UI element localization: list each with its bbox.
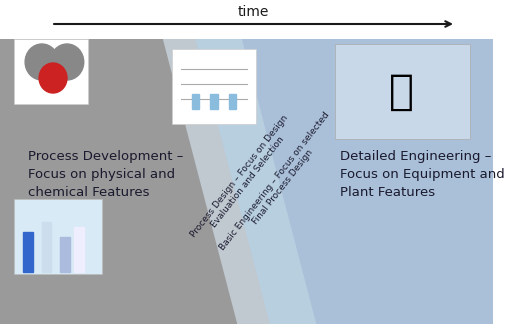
Bar (42, 222, 51, 272)
Polygon shape (0, 39, 288, 324)
FancyBboxPatch shape (14, 39, 89, 104)
Bar (74, 227, 84, 272)
Bar (210, 94, 218, 109)
Text: 🏭: 🏭 (390, 71, 414, 113)
Bar (60, 237, 70, 272)
FancyBboxPatch shape (14, 199, 102, 274)
Bar (229, 94, 236, 109)
Bar (23, 232, 32, 272)
Text: Detailed Engineering –
Focus on Equipment and
Plant Features: Detailed Engineering – Focus on Equipmen… (340, 150, 505, 198)
Polygon shape (163, 39, 288, 324)
Circle shape (50, 44, 84, 80)
Text: Process Development –
Focus on physical and
chemical Features: Process Development – Focus on physical … (28, 150, 183, 198)
Bar (192, 94, 199, 109)
Circle shape (25, 44, 59, 80)
Circle shape (39, 63, 67, 93)
Polygon shape (196, 39, 316, 324)
Text: Basic Engineering – Focus on selected
Final Process Design: Basic Engineering – Focus on selected Fi… (218, 110, 340, 258)
FancyBboxPatch shape (172, 49, 256, 124)
Text: time: time (237, 5, 269, 19)
FancyBboxPatch shape (335, 44, 470, 139)
Text: Process Design – Focus on Design
Evaluation and Selection: Process Design – Focus on Design Evaluat… (189, 113, 298, 245)
Polygon shape (196, 39, 493, 324)
